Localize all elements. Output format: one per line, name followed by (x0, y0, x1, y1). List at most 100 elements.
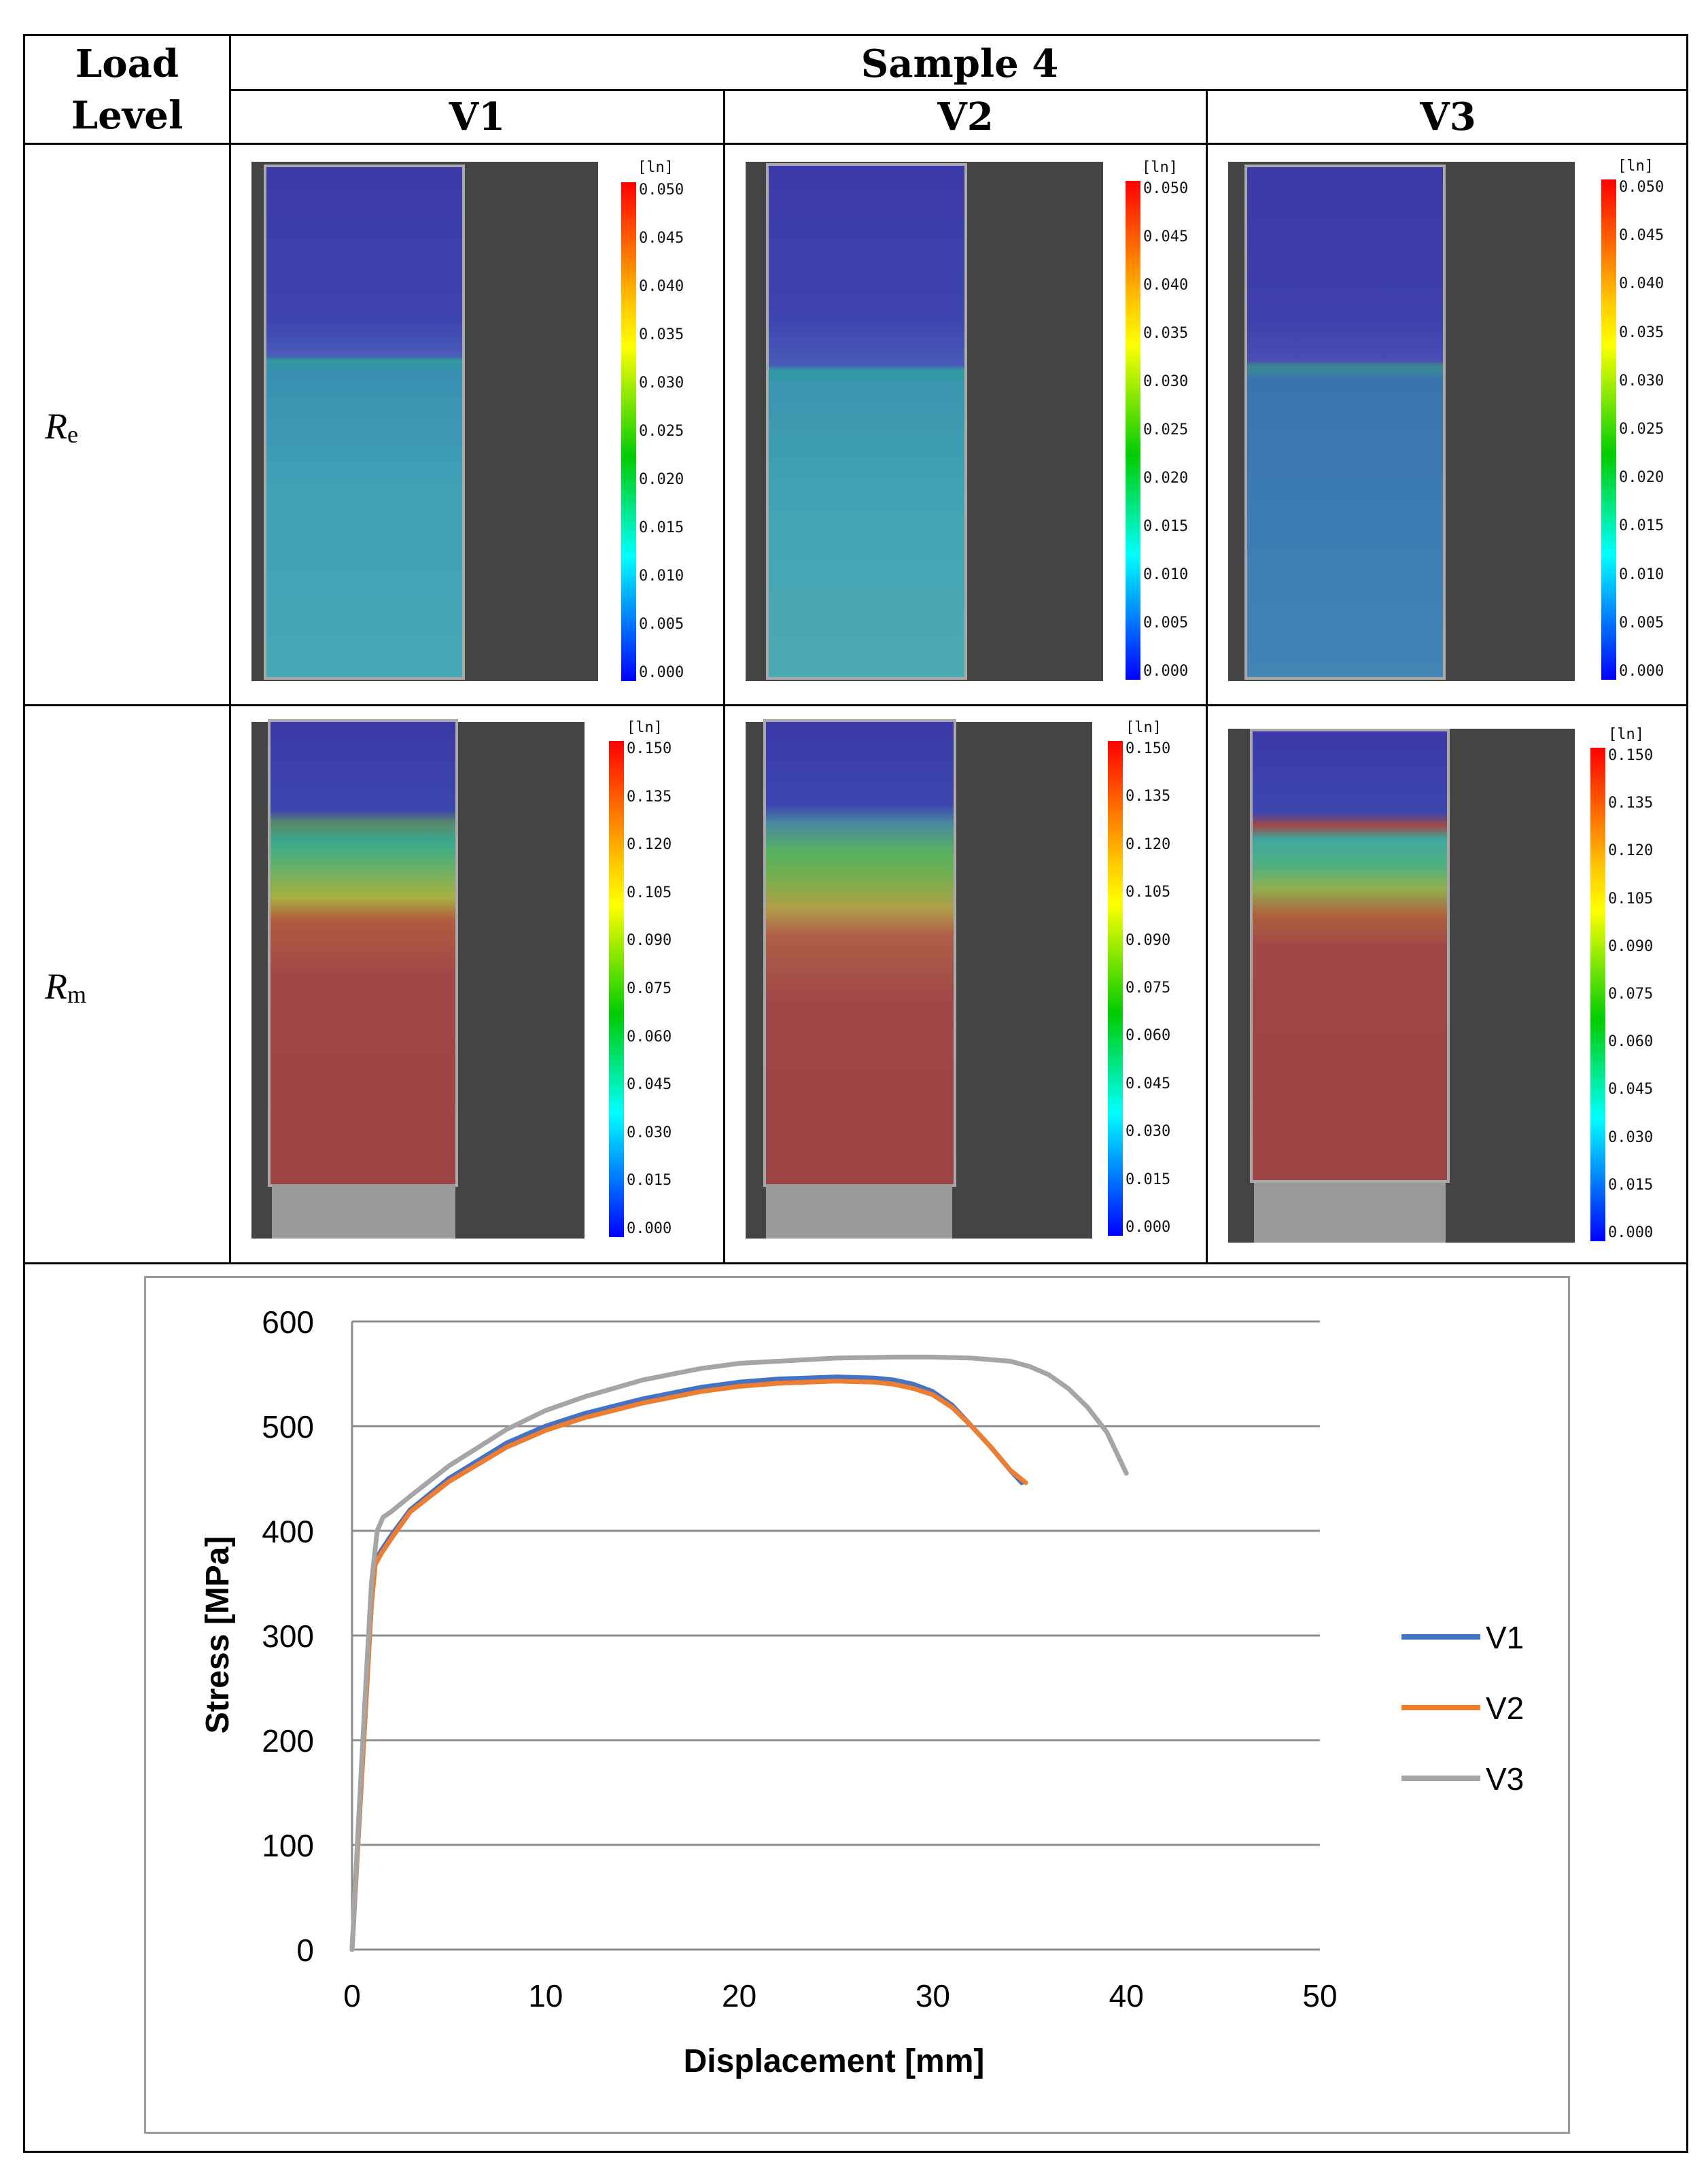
row-label-re: Re (45, 406, 78, 448)
table-rule (23, 704, 1688, 706)
colorbar-unit-re-v2: [ln] (1142, 159, 1178, 176)
colorbar-unit-rm-v1: [ln] (627, 719, 663, 736)
colorbar-tick-label: 0.045 (1143, 228, 1189, 245)
colorbar-unit-rm-v2: [ln] (1126, 719, 1162, 736)
table-rule (1206, 89, 1208, 1264)
colorbar-tick-label: 0.015 (639, 519, 684, 536)
table-rule (723, 89, 725, 1264)
colorbar-tick-label: 0.040 (639, 278, 684, 295)
colorbar-tick-label: 0.040 (1143, 277, 1189, 294)
colorbar-tick-label: 0.020 (639, 471, 684, 488)
colorbar-tick-label: 0.015 (1608, 1176, 1654, 1194)
colorbar-tick-label: 0.075 (1126, 980, 1171, 997)
colorbar-tick-label: 0.045 (639, 230, 684, 247)
colorbar-tick-label: 0.050 (1619, 179, 1665, 196)
chart-frame (144, 1276, 1570, 2134)
colorbar-tick-label: 0.000 (1126, 1219, 1171, 1236)
colorbar-rm-v2 (1108, 741, 1123, 1236)
colorbar-tick-label: 0.060 (627, 1028, 672, 1045)
colorbar-tick-label: 0.075 (627, 980, 672, 997)
colorbar-tick-label: 0.030 (1143, 373, 1189, 390)
header-load-line1: Load (75, 41, 179, 86)
colorbar-tick-label: 0.120 (1126, 835, 1171, 853)
strain-map-re-v3 (1228, 162, 1575, 681)
colorbar-tick-label: 0.150 (627, 740, 672, 757)
colorbar-tick-label: 0.000 (627, 1220, 672, 1237)
column-header-v2: V2 (937, 94, 994, 139)
colorbar-tick-label: 0.000 (1143, 663, 1189, 680)
colorbar-tick-label: 0.020 (1143, 470, 1189, 487)
colorbar-tick-label: 0.000 (1619, 663, 1665, 680)
colorbar-tick-label: 0.030 (1126, 1123, 1171, 1141)
colorbar-unit-re-v1: [ln] (638, 159, 674, 176)
table-rule (23, 1262, 1688, 1264)
colorbar-tick-label: 0.005 (1619, 614, 1665, 631)
colorbar-tick-label: 0.075 (1608, 986, 1654, 1003)
colorbar-unit-re-v3: [ln] (1618, 158, 1654, 175)
colorbar-tick-label: 0.000 (1608, 1224, 1654, 1241)
colorbar-tick-label: 0.090 (1608, 937, 1654, 955)
colorbar-tick-label: 0.010 (1619, 566, 1665, 583)
colorbar-tick-label: 0.020 (1619, 469, 1665, 487)
colorbar-tick-label: 0.005 (639, 616, 684, 633)
strain-map-re-v2 (746, 162, 1103, 681)
colorbar-tick-label: 0.135 (1608, 795, 1654, 812)
colorbar-tick-label: 0.090 (627, 932, 672, 950)
colorbar-tick-label: 0.050 (1143, 180, 1189, 197)
colorbar-tick-label: 0.045 (627, 1076, 672, 1094)
colorbar-tick-label: 0.025 (1619, 421, 1665, 438)
colorbar-tick-label: 0.000 (639, 664, 684, 681)
colorbar-tick-label: 0.120 (627, 836, 672, 854)
table-rule (229, 34, 231, 1264)
table-rule (23, 143, 1688, 145)
colorbar-tick-label: 0.150 (1608, 747, 1654, 764)
colorbar-tick-label: 0.035 (1143, 325, 1189, 342)
colorbar-tick-label: 0.045 (1126, 1075, 1171, 1092)
colorbar-tick-label: 0.030 (627, 1124, 672, 1141)
colorbar-tick-label: 0.025 (1143, 421, 1189, 438)
colorbar-tick-label: 0.015 (1143, 518, 1189, 535)
header-load-level: Load Level (25, 38, 229, 141)
colorbar-tick-label: 0.045 (1608, 1081, 1654, 1098)
colorbar-re-v3 (1601, 179, 1616, 680)
colorbar-rm-v3 (1590, 748, 1605, 1241)
colorbar-tick-label: 0.030 (639, 375, 684, 392)
colorbar-tick-label: 0.005 (1143, 615, 1189, 631)
colorbar-unit-rm-v3: [ln] (1608, 726, 1644, 743)
column-header-v3: V3 (1420, 94, 1476, 139)
colorbar-tick-label: 0.015 (1126, 1171, 1171, 1188)
header-sample: Sample 4 (860, 41, 1059, 86)
strain-map-rm-v2 (746, 719, 1092, 1239)
table-rule (229, 89, 1688, 91)
column-header-v1: V1 (449, 94, 506, 139)
header-load-line2: Level (71, 93, 184, 138)
row-label-rm-sub: m (67, 981, 87, 1008)
colorbar-rm-v1 (609, 741, 624, 1237)
colorbar-tick-label: 0.060 (1608, 1033, 1654, 1051)
colorbar-tick-label: 0.030 (1619, 372, 1665, 390)
colorbar-tick-label: 0.040 (1619, 275, 1665, 293)
colorbar-tick-label: 0.015 (627, 1172, 672, 1190)
strain-map-rm-v1 (251, 719, 585, 1239)
colorbar-re-v1 (621, 182, 636, 681)
colorbar-tick-label: 0.015 (1619, 517, 1665, 535)
colorbar-tick-label: 0.035 (639, 326, 684, 343)
colorbar-tick-label: 0.010 (639, 568, 684, 585)
colorbar-tick-label: 0.135 (627, 788, 672, 806)
results-table (23, 34, 1688, 2153)
colorbar-tick-label: 0.045 (1619, 227, 1665, 245)
row-label-re-sub: e (67, 421, 78, 448)
colorbar-tick-label: 0.010 (1143, 566, 1189, 583)
strain-map-re-v1 (251, 162, 598, 681)
colorbar-tick-label: 0.035 (1619, 324, 1665, 341)
strain-map-rm-v3 (1228, 729, 1575, 1243)
colorbar-tick-label: 0.120 (1608, 842, 1654, 860)
colorbar-tick-label: 0.105 (1126, 884, 1171, 901)
colorbar-tick-label: 0.050 (639, 181, 684, 198)
row-label-rm: Rm (45, 966, 87, 1008)
colorbar-tick-label: 0.060 (1126, 1027, 1171, 1045)
colorbar-re-v2 (1126, 181, 1140, 680)
colorbar-tick-label: 0.025 (639, 423, 684, 440)
colorbar-tick-label: 0.150 (1126, 740, 1171, 757)
colorbar-tick-label: 0.105 (1608, 890, 1654, 907)
